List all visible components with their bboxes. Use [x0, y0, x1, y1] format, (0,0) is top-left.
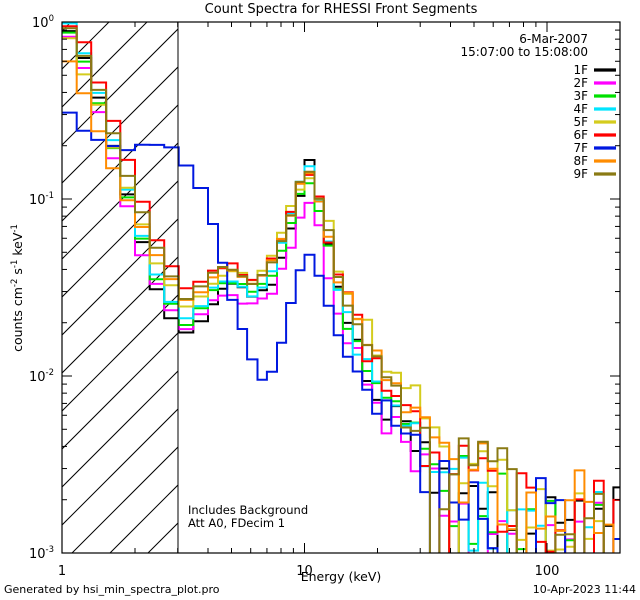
x-tick-label-1: 1 — [58, 564, 66, 579]
y-axis-label-base2: s — [10, 268, 25, 279]
footer-generator: Generated by hsi_min_spectra_plot.pro — [4, 583, 220, 596]
y-axis-label-base3: keV — [10, 232, 25, 259]
legend-label-3F[interactable]: 3F — [573, 89, 588, 103]
page-title: Count Spectra for RHESSI Front Segments — [205, 2, 478, 17]
y-axis-label-sup3: -1 — [10, 224, 20, 232]
legend-label-1F[interactable]: 1F — [573, 63, 588, 77]
x-tick-label-10: 10 — [296, 564, 313, 579]
spectrum-curve-2F — [62, 35, 605, 553]
y-axis-label: counts cm-2 s-1 keV-1 — [10, 224, 25, 352]
legend-label-6F[interactable]: 6F — [573, 128, 588, 142]
y-axis-label-sup2: -1 — [10, 260, 20, 268]
y-tick-label-1e-3: 10-3 — [29, 545, 54, 562]
legend-label-8F[interactable]: 8F — [573, 154, 588, 168]
y-axis-label-base1: counts cm — [10, 287, 25, 352]
axis-tick-labels: 1 10 100 100 10-1 10-2 10-3 — [29, 14, 559, 579]
y-axis-label-sup1: -2 — [10, 279, 20, 287]
footer-timestamp: 10-Apr-2023 11:44 — [533, 583, 636, 596]
spectrum-curve-7F — [62, 111, 620, 553]
annotation-line-2: Att A0, FDecim 1 — [188, 516, 285, 530]
svg-text:counts cm-2 s-1 keV-1: counts cm-2 s-1 keV-1 — [10, 224, 25, 352]
axis-ticks — [61, 21, 621, 554]
legend-label-5F[interactable]: 5F — [573, 115, 588, 129]
hatched-region — [62, 22, 178, 553]
x-tick-label-100: 100 — [535, 564, 560, 579]
y-tick-label-1e-2: 10-2 — [29, 368, 54, 385]
spectrum-curve-9F — [62, 27, 605, 553]
spectra-curves — [62, 22, 620, 553]
legend-date: 6-Mar-2007 — [519, 32, 588, 46]
y-tick-label-1e0: 100 — [32, 14, 54, 31]
plot-frame — [61, 21, 621, 554]
y-tick-label-1e-1: 10-1 — [29, 191, 54, 208]
legend-time-range: 15:07:00 to 15:08:00 — [461, 45, 588, 59]
legend-label-2F[interactable]: 2F — [573, 76, 588, 90]
x-axis-label: Energy (keV) — [301, 569, 382, 584]
annotation-line-1: Includes Background — [188, 503, 308, 517]
legend-label-4F[interactable]: 4F — [573, 102, 588, 116]
legend-label-9F[interactable]: 9F — [573, 167, 588, 181]
legend-label-7F[interactable]: 7F — [573, 141, 588, 155]
